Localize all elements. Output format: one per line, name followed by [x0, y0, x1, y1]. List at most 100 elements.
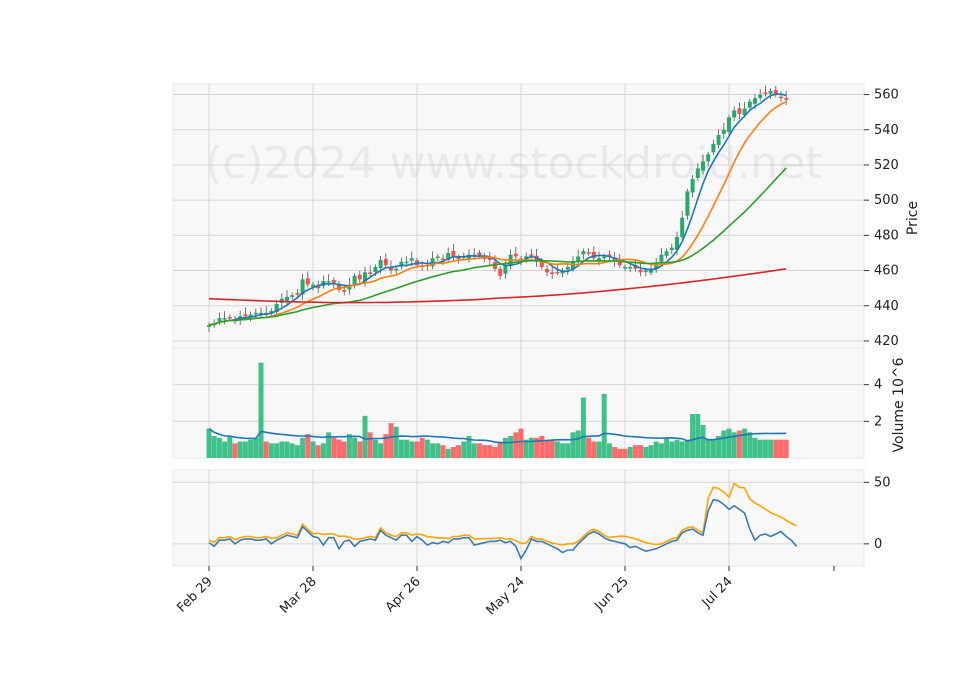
candle-body — [529, 254, 534, 256]
volume-bar — [466, 436, 472, 458]
volume-bar — [549, 439, 555, 458]
candle-body — [274, 304, 279, 313]
volume-bar — [471, 443, 477, 458]
volume-bar — [502, 437, 508, 458]
candle-body — [305, 278, 310, 285]
candle-body — [628, 267, 633, 269]
volume-bar — [409, 441, 415, 458]
volume-bar — [305, 434, 311, 458]
price-tick-label: 500 — [874, 193, 899, 208]
candle-body — [300, 279, 305, 295]
ma-slow-line — [208, 167, 787, 326]
price-axis-label: Price — [905, 201, 921, 235]
volume-bar — [279, 441, 285, 458]
volume-bar — [783, 439, 789, 458]
volume-bar — [419, 437, 425, 458]
candle-body — [695, 168, 700, 178]
volume-ma-line — [208, 428, 787, 444]
candle-body — [571, 261, 575, 270]
volume-bar — [393, 426, 399, 458]
volume-bars — [206, 362, 789, 458]
volume-bar — [487, 445, 493, 458]
volume-bar — [315, 445, 321, 458]
volume-bar — [248, 439, 254, 458]
candle-body — [742, 108, 747, 115]
ma-fast-line — [208, 93, 787, 326]
price-tick-label: 540 — [874, 123, 899, 138]
volume-bar — [508, 436, 514, 458]
volume-bar — [768, 439, 774, 458]
volume-bar — [612, 447, 618, 458]
candle-body — [550, 272, 555, 275]
volume-bar — [331, 437, 337, 458]
price-tick-label: 480 — [874, 228, 899, 243]
moving-average-lines — [208, 93, 787, 326]
volume-axis-label: Volume 10^6 — [891, 357, 907, 452]
volume-bar — [684, 439, 690, 458]
volume-bar — [726, 428, 732, 458]
indicator-signal-line — [208, 482, 797, 546]
volume-bar — [690, 414, 696, 458]
candle-body — [643, 270, 648, 273]
candle-body — [513, 253, 518, 257]
candle-body — [243, 314, 248, 317]
candle-body — [368, 272, 373, 275]
volume-bar — [300, 437, 306, 458]
candle-body — [576, 256, 581, 262]
volume-bar — [450, 447, 456, 458]
price-tick-label: 560 — [874, 88, 899, 103]
volume-bar — [622, 448, 628, 458]
volume-bar — [518, 428, 524, 458]
volume-bar — [414, 441, 420, 458]
candle-body — [534, 255, 539, 262]
volume-bar — [232, 443, 238, 458]
candle-body — [352, 275, 357, 286]
volume-bar — [513, 432, 519, 458]
candle-body — [373, 267, 378, 272]
volume-bar — [284, 441, 290, 458]
volume-bar — [638, 445, 644, 458]
volume-bar — [227, 436, 233, 458]
candle-body — [706, 154, 711, 162]
volume-bar — [742, 428, 748, 458]
volume-bar — [258, 362, 264, 458]
candle-body — [227, 317, 232, 319]
volume-bar — [653, 441, 659, 458]
volume-bar — [424, 439, 430, 458]
candle-body — [591, 251, 596, 259]
volume-bar — [700, 425, 706, 458]
candle-body — [555, 271, 560, 274]
candle-body — [487, 257, 492, 260]
volume-bar — [679, 441, 685, 458]
watermark: (c)2024 www.stockdroid.net — [205, 138, 822, 189]
indicator-tick-label: 0 — [874, 537, 882, 552]
candle-body — [747, 101, 752, 108]
volume-bar — [773, 439, 779, 458]
candle-body — [763, 92, 768, 94]
volume-bar — [534, 437, 540, 458]
indicator-main-line — [208, 498, 798, 561]
candle-body — [659, 254, 664, 262]
candle-body — [441, 258, 445, 261]
candle-body — [222, 318, 227, 320]
indicator-tick-label: 50 — [874, 475, 891, 490]
volume-bar — [388, 423, 394, 458]
volume-bar — [648, 445, 654, 458]
candle-body — [675, 237, 679, 250]
candle-body — [482, 257, 487, 260]
volume-bar — [627, 447, 633, 458]
volume-bar — [294, 445, 300, 458]
volume-bar — [362, 415, 368, 458]
price-tick-label: 460 — [874, 264, 899, 279]
y-axis-ticks: 420 440 460 480 500 520 540 560 2 4 0 50 — [864, 88, 899, 552]
volume-bar — [404, 439, 410, 458]
candle-body — [711, 143, 716, 153]
volume-bar — [575, 430, 581, 458]
candle-body — [207, 325, 211, 327]
volume-bar — [492, 447, 498, 458]
candle-body — [721, 129, 726, 134]
candle-body — [311, 284, 315, 287]
volume-bar — [326, 432, 332, 458]
volume-bar — [523, 439, 529, 458]
candle-body — [779, 96, 783, 99]
